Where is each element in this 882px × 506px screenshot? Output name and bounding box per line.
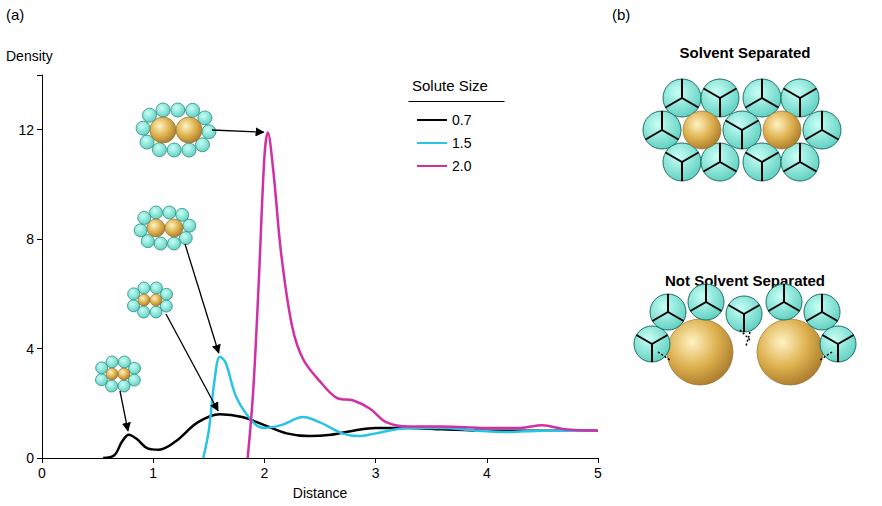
svg-text:3: 3	[372, 465, 380, 481]
svg-text:2.0: 2.0	[452, 158, 472, 174]
svg-text:Not Solvent Separated: Not Solvent Separated	[665, 272, 825, 289]
svg-text:1: 1	[149, 465, 157, 481]
svg-text:4: 4	[483, 465, 491, 481]
svg-text:Distance: Distance	[293, 485, 348, 501]
svg-text:0.7: 0.7	[452, 112, 472, 128]
html-text:(b): (b)	[612, 6, 631, 23]
svg-text:Density: Density	[6, 48, 53, 64]
svg-text:Solute Size: Solute Size	[412, 77, 488, 94]
svg-text:0: 0	[26, 450, 34, 466]
svg-text:5: 5	[594, 465, 602, 481]
svg-text:1.5: 1.5	[452, 135, 472, 151]
svg-text:4: 4	[26, 341, 34, 357]
svg-text:0: 0	[38, 465, 46, 481]
html-text:(a): (a)	[6, 6, 25, 23]
svg-text:12: 12	[18, 122, 34, 138]
svg-text:8: 8	[26, 231, 34, 247]
svg-text:2: 2	[261, 465, 269, 481]
svg-text:Solvent Separated: Solvent Separated	[680, 44, 811, 61]
